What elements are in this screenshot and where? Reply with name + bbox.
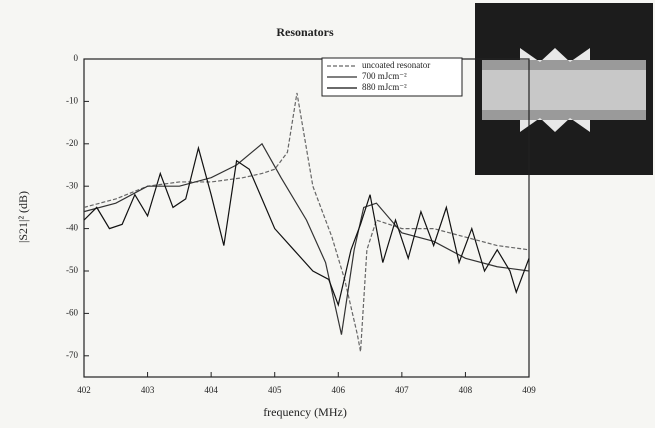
chart-title: Resonators xyxy=(276,25,334,39)
y-tick-label: -40 xyxy=(66,223,78,233)
x-tick-label: 404 xyxy=(204,385,218,395)
y-tick-label: -30 xyxy=(66,180,78,190)
y-axis-label: |S21|² (dB) xyxy=(16,191,30,243)
x-axis-label: frequency (MHz) xyxy=(263,405,347,419)
x-tick-label: 407 xyxy=(395,385,409,395)
inset-photo xyxy=(475,3,653,175)
y-tick-label: -50 xyxy=(66,265,78,275)
y-tick-label: -70 xyxy=(66,350,78,360)
y-tick-label: -20 xyxy=(66,138,78,148)
series-line xyxy=(83,142,530,335)
x-tick-label: 403 xyxy=(141,385,155,395)
legend-label: 880 mJcm⁻² xyxy=(362,82,407,92)
x-tick-label: 409 xyxy=(522,385,536,395)
legend-label: uncoated resonator xyxy=(362,60,430,70)
x-tick-label: 406 xyxy=(332,385,346,395)
series-line xyxy=(83,145,530,307)
y-tick-label: -60 xyxy=(66,307,78,317)
y-tick-label: 0 xyxy=(74,53,79,63)
plot-frame xyxy=(83,58,530,378)
x-tick-label: 405 xyxy=(268,385,282,395)
y-tick-label: -10 xyxy=(66,95,78,105)
legend-label: 700 mJcm⁻² xyxy=(362,71,407,81)
x-tick-label: 402 xyxy=(77,385,91,395)
x-tick-label: 408 xyxy=(459,385,473,395)
